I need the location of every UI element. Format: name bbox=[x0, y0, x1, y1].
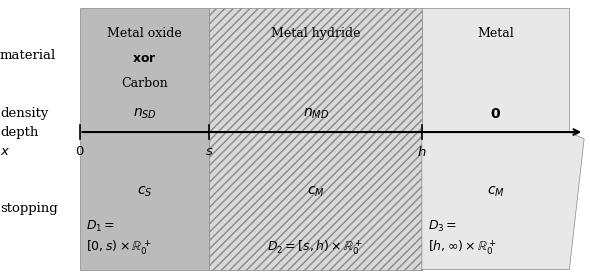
Text: $c_S$: $c_S$ bbox=[137, 185, 152, 199]
Text: density: density bbox=[0, 108, 48, 120]
Text: Metal hydride: Metal hydride bbox=[271, 27, 360, 40]
Text: $c_M$: $c_M$ bbox=[307, 185, 324, 199]
Polygon shape bbox=[80, 8, 209, 132]
Text: depth: depth bbox=[0, 126, 38, 138]
Text: $n_{MD}$: $n_{MD}$ bbox=[303, 107, 329, 121]
Text: stopping: stopping bbox=[0, 202, 58, 215]
Text: Metal: Metal bbox=[477, 27, 514, 40]
Text: $\mathbf{0}$: $\mathbf{0}$ bbox=[490, 107, 501, 121]
Text: Carbon: Carbon bbox=[121, 77, 168, 90]
Text: material: material bbox=[0, 49, 56, 62]
Polygon shape bbox=[422, 8, 569, 132]
Polygon shape bbox=[209, 132, 422, 270]
Text: $c_M$: $c_M$ bbox=[487, 185, 504, 199]
Text: $0$: $0$ bbox=[75, 145, 84, 158]
Text: Metal oxide: Metal oxide bbox=[107, 27, 182, 40]
Text: $D_2 = [s,h) \times \mathbb{R}_0^+$: $D_2 = [s,h) \times \mathbb{R}_0^+$ bbox=[267, 238, 364, 257]
Text: $h$: $h$ bbox=[417, 145, 427, 158]
Text: $[h,\infty) \times \mathbb{R}_0^+$: $[h,\infty) \times \mathbb{R}_0^+$ bbox=[428, 238, 497, 257]
Text: $x$: $x$ bbox=[0, 145, 10, 158]
Polygon shape bbox=[422, 132, 584, 270]
Text: $D_1 =$: $D_1 =$ bbox=[86, 219, 115, 234]
Polygon shape bbox=[209, 8, 422, 132]
Text: $[0,s) \times \mathbb{R}_0^+$: $[0,s) \times \mathbb{R}_0^+$ bbox=[86, 238, 151, 257]
Text: $D_3 =$: $D_3 =$ bbox=[428, 219, 457, 234]
Polygon shape bbox=[80, 132, 209, 270]
Text: $\mathbf{xor}$: $\mathbf{xor}$ bbox=[132, 52, 157, 65]
Text: $s$: $s$ bbox=[205, 145, 214, 158]
Text: $n_{SD}$: $n_{SD}$ bbox=[133, 107, 156, 121]
